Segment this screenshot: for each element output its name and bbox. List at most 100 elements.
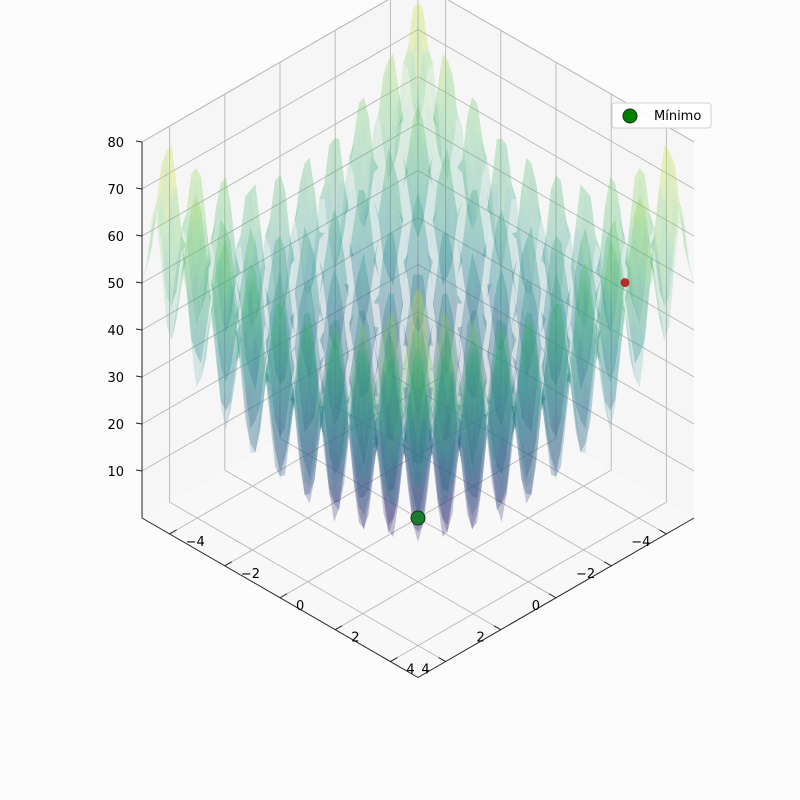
surface-facet: [349, 410, 359, 463]
surface-facet: [284, 349, 295, 387]
surface-facet: [201, 270, 211, 325]
surface-facet: [511, 189, 522, 278]
surface-facet: [220, 233, 231, 329]
surface-facet: [314, 373, 325, 450]
surface-facet: [501, 209, 512, 263]
surface-facet: [575, 256, 586, 340]
surface-facet: [560, 241, 571, 322]
surface-facet: [556, 360, 566, 420]
surface-facet: [339, 270, 349, 351]
surface-facet: [270, 235, 280, 275]
surface-facet: [215, 176, 226, 208]
surface-facet: [388, 428, 399, 517]
surface-facet: [349, 374, 359, 437]
surface-facet: [531, 298, 542, 347]
surface-facet: [422, 224, 433, 289]
surface-facet: [245, 335, 256, 430]
surface-facet: [457, 409, 468, 499]
surface-facet: [570, 320, 581, 373]
surface-facet: [501, 379, 512, 455]
surface-facet: [427, 402, 438, 447]
surface-facet: [324, 186, 335, 279]
surface-facet: [383, 261, 394, 286]
surface-facet: [413, 191, 423, 231]
surface-facet: [309, 356, 320, 423]
surface-facet: [240, 262, 251, 321]
surface-facet: [403, 308, 414, 394]
surface-facet: [181, 207, 192, 252]
surface-facet: [659, 145, 670, 203]
surface-facet: [427, 387, 438, 409]
surface-facet: [536, 354, 547, 437]
surface-facet: [294, 202, 305, 250]
surface-facet: [284, 312, 295, 353]
surface-facet: [408, 190, 418, 239]
surface-facet: [363, 259, 374, 351]
surface-facet: [260, 320, 271, 393]
surface-facet: [344, 180, 354, 256]
surface-facet: [585, 364, 596, 430]
surface-facet: [462, 438, 473, 499]
surface-facet: [452, 280, 463, 347]
surface-facet: [294, 347, 305, 433]
surface-facet: [403, 322, 414, 370]
surface-facet: [496, 138, 507, 232]
surface-facet: [482, 410, 492, 460]
surface-facet: [398, 411, 409, 475]
surface-facet: [482, 283, 492, 299]
surface-facet: [383, 329, 394, 387]
surface-facet: [565, 320, 576, 393]
surface-facet: [161, 246, 172, 326]
surface-facet: [477, 388, 487, 434]
surface-facet: [349, 396, 359, 451]
surface-facet: [403, 368, 414, 417]
surface-facet: [487, 270, 497, 351]
surface-facet: [358, 97, 369, 123]
surface-facet: [304, 223, 315, 334]
surface-facet: [551, 331, 561, 430]
surface-facet: [531, 177, 542, 237]
surface-facet: [600, 379, 611, 430]
surface-facet: [363, 339, 374, 401]
surface-facet: [541, 236, 552, 267]
surface-facet: [521, 339, 532, 424]
surface-facet: [378, 373, 389, 440]
surface-facet: [220, 239, 231, 285]
surface-facet: [201, 291, 211, 364]
surface-facet: [289, 202, 300, 239]
surface-facet: [610, 329, 621, 383]
surface-facet: [220, 219, 231, 243]
surface-facet: [432, 460, 443, 538]
surface-facet: [275, 195, 285, 282]
surface-facet: [506, 368, 517, 422]
surface-facet: [560, 332, 571, 370]
surface-facet: [161, 151, 172, 230]
surface-facet: [294, 383, 305, 457]
surface-facet: [565, 345, 576, 415]
surface-facet: [309, 414, 320, 467]
surface-facet: [477, 241, 487, 299]
surface-facet: [649, 241, 660, 320]
surface-facet: [270, 360, 280, 420]
surface-facet: [270, 303, 280, 394]
surface-facet: [314, 287, 325, 326]
surface-facet: [260, 315, 271, 406]
surface-facet: [211, 272, 221, 367]
surface-facet: [575, 430, 586, 454]
surface-facet: [541, 296, 552, 379]
surface-facet: [329, 326, 340, 409]
surface-facet: [477, 345, 487, 424]
surface-facet: [383, 370, 394, 460]
surface-facet: [319, 401, 330, 493]
surface-facet: [531, 385, 542, 448]
surface-facet: [442, 169, 453, 270]
surface-facet: [280, 362, 290, 442]
surface-facet: [516, 396, 527, 465]
surface-facet: [275, 174, 285, 258]
surface-facet: [156, 189, 167, 246]
surface-facet: [531, 202, 542, 250]
surface-facet: [496, 225, 507, 271]
surface-facet: [467, 441, 478, 516]
surface-facet: [418, 312, 428, 365]
surface-facet: [358, 265, 369, 328]
